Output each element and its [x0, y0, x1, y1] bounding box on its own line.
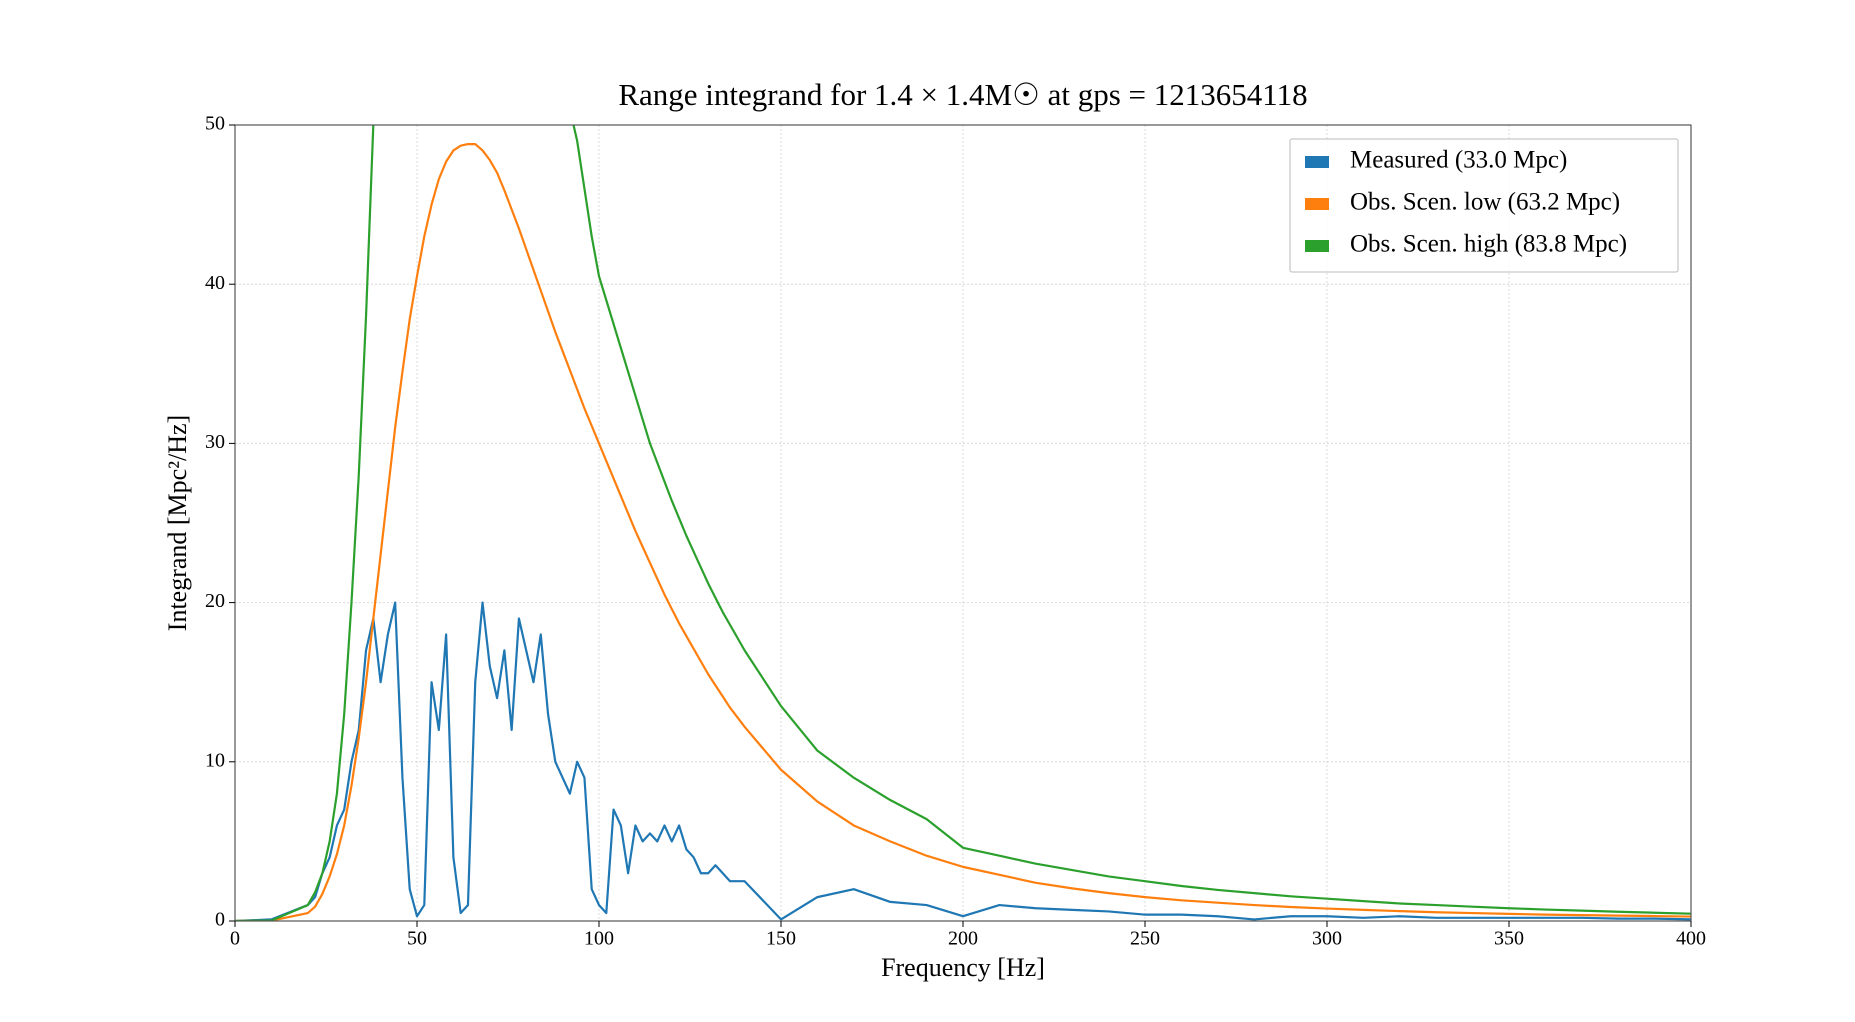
series-line	[235, 143, 1691, 921]
x-axis-label: Frequency [Hz]	[881, 953, 1045, 982]
y-tick-label: 40	[205, 272, 225, 294]
legend-swatch	[1305, 156, 1329, 168]
y-tick-label: 50	[205, 113, 225, 135]
legend-swatch	[1305, 198, 1329, 210]
y-axis-label: Integrand [Mpc²/Hz]	[163, 415, 192, 631]
legend-label: Obs. Scen. high (83.8 Mpc)	[1350, 231, 1627, 258]
x-tick-label: 50	[407, 928, 427, 950]
legend-label: Measured (33.0 Mpc)	[1350, 147, 1567, 174]
y-tick-label: 0	[215, 909, 225, 931]
x-tick-label: 300	[1312, 928, 1342, 950]
y-tick-label: 10	[205, 749, 225, 771]
legend: Measured (33.0 Mpc) Obs. Scen. low (63.2 …	[1289, 138, 1679, 273]
ticks: 0 50 100 150 200 250 300 350 400 0 10 20 30 40 50	[205, 113, 1706, 950]
chart-title: Range integrand for 1.4 × 1.4M☉ at gps =…	[618, 77, 1307, 112]
x-tick-label: 100	[584, 928, 614, 950]
x-tick-label: 250	[1130, 928, 1160, 950]
legend-swatch	[1305, 240, 1329, 252]
y-tick-label: 20	[205, 590, 225, 612]
x-tick-label: 400	[1676, 928, 1706, 950]
legend-label: Obs. Scen. low (63.2 Mpc)	[1350, 189, 1620, 216]
x-tick-label: 150	[766, 928, 796, 950]
x-tick-label: 350	[1494, 928, 1524, 950]
x-tick-label: 0	[230, 928, 240, 950]
series-line	[235, 601, 1691, 921]
legend-box	[1289, 138, 1679, 273]
plot-lines	[235, 125, 1691, 921]
x-tick-label: 200	[948, 928, 978, 950]
series-line	[235, 125, 1691, 921]
y-tick-label: 30	[205, 431, 225, 453]
